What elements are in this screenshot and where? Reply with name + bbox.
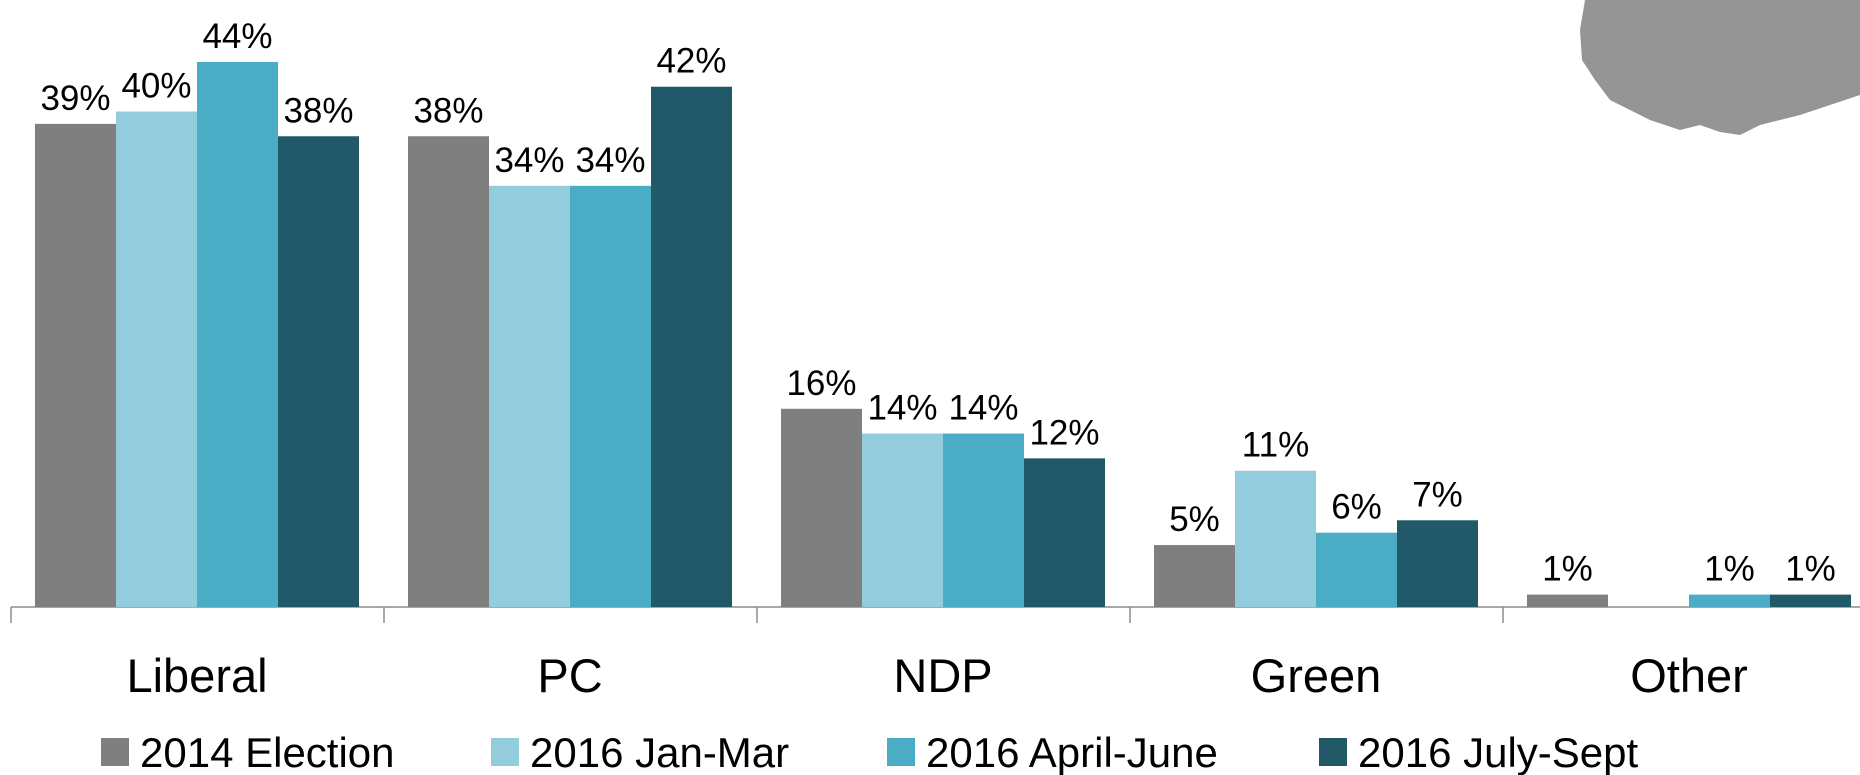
data-label: 44% [202,17,272,56]
bar [862,433,943,607]
legend-swatch [101,738,129,766]
bar [278,136,359,607]
data-label: 40% [121,66,191,105]
bar [570,185,651,607]
data-label: 38% [413,91,483,130]
data-label: 5% [1169,500,1220,539]
legend-swatch [887,738,915,766]
data-label: 42% [656,42,726,81]
bar [1024,458,1105,607]
bar [943,433,1024,607]
x-tick-label: Other [1630,649,1748,702]
data-label: 34% [494,141,564,180]
data-label: 16% [786,364,856,403]
legend-label: 2014 Election [140,729,395,775]
bar [1154,545,1235,607]
x-tick-label: NDP [893,649,992,702]
bar [489,185,570,607]
legend-swatch [491,738,519,766]
data-label: 12% [1029,413,1099,452]
x-tick-label: Green [1251,649,1382,702]
data-label: 38% [283,91,353,130]
data-label: 1% [1542,550,1593,589]
x-tick-label: Liberal [126,649,267,702]
data-label: 1% [1785,550,1836,589]
bar [1689,594,1770,607]
map-shape [1580,0,1860,135]
data-label: 6% [1331,488,1382,527]
legend-label: 2016 Jan-Mar [530,729,789,775]
bar [35,123,116,607]
bar [1770,594,1851,607]
data-label: 7% [1412,475,1463,514]
legend-label: 2016 July-Sept [1358,729,1639,775]
data-label: 1% [1704,550,1755,589]
data-label: 14% [948,389,1018,428]
bar [197,61,278,607]
bar [116,111,197,607]
bar [781,408,862,607]
x-tick-label: PC [537,649,602,702]
legend-label: 2016 April-June [926,729,1218,775]
data-label: 39% [40,79,110,118]
data-label: 34% [575,141,645,180]
bar [408,136,489,607]
bar [1397,520,1478,607]
bar [651,86,732,607]
data-label: 14% [867,389,937,428]
data-label: 11% [1242,426,1309,465]
bar [1235,470,1316,607]
bar [1527,594,1608,607]
bar [1316,532,1397,607]
legend-swatch [1319,738,1347,766]
